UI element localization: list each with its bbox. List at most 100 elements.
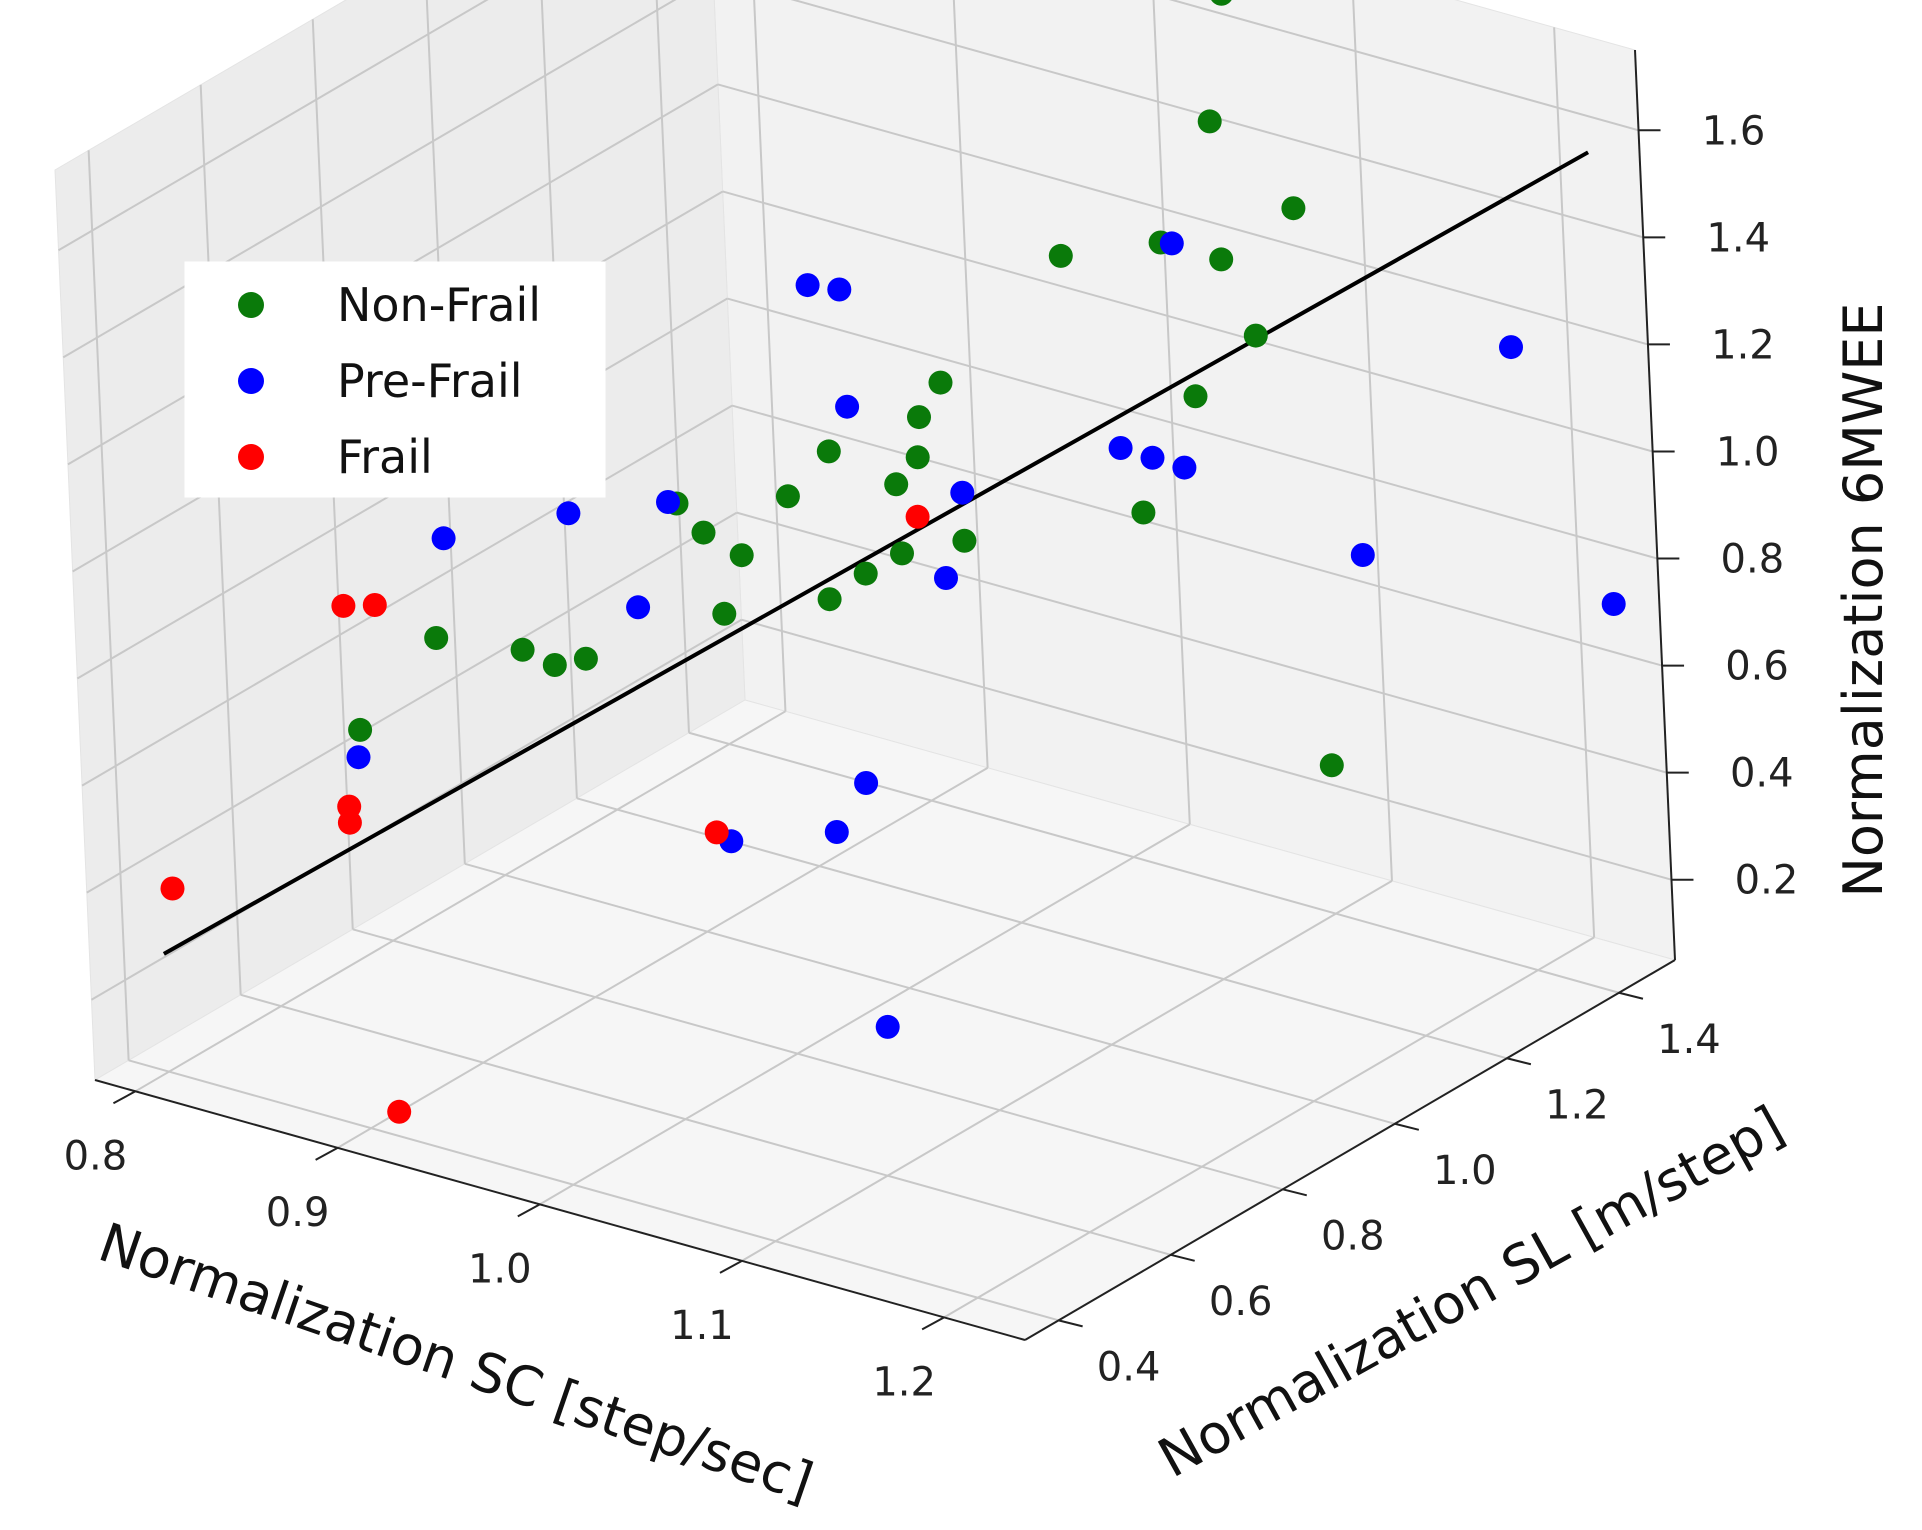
point-non-frail xyxy=(691,520,716,545)
x-axis-label: Normalization SC [step/sec] xyxy=(91,1211,820,1515)
point-pre-frail xyxy=(626,595,651,620)
y-tick-label: 0.8 xyxy=(1321,1213,1385,1259)
gridline-back-x xyxy=(753,0,787,712)
z-tick-label: 0.8 xyxy=(1721,537,1785,583)
y-tick-label: 1.0 xyxy=(1433,1148,1497,1194)
point-non-frail xyxy=(729,543,754,568)
legend-marker-frail xyxy=(238,444,264,470)
x-tick-mark xyxy=(921,1316,945,1331)
point-non-frail xyxy=(884,472,909,497)
gridline-back-x xyxy=(952,0,989,768)
point-non-frail xyxy=(1131,500,1156,525)
z-tick-label: 0.4 xyxy=(1730,751,1794,797)
x-tick-mark xyxy=(112,1090,136,1105)
point-pre-frail xyxy=(346,745,371,770)
gridline-floor-x xyxy=(943,936,1595,1319)
gridline-back-z xyxy=(722,190,1653,453)
point-pre-frail xyxy=(934,566,958,590)
gridline-back-z xyxy=(741,618,1672,881)
axis-lines xyxy=(94,49,1676,1341)
point-pre-frail xyxy=(824,820,849,844)
y-tick-mark xyxy=(1618,991,1644,1000)
gridline-side-y xyxy=(87,150,130,1061)
gridline-side-y xyxy=(199,84,242,995)
point-non-frail xyxy=(1048,243,1073,268)
point-pre-frail xyxy=(950,480,975,505)
gridline-floor-y xyxy=(464,862,1396,1125)
point-pre-frail xyxy=(656,490,680,514)
z-axis-label: Normalization 6MWEE xyxy=(1832,302,1895,897)
x-axis-line xyxy=(94,1079,1026,1341)
point-non-frail xyxy=(952,528,977,553)
gridline-floor-y xyxy=(128,1059,1059,1322)
gridline-back-z xyxy=(790,0,1644,239)
point-non-frail xyxy=(907,405,931,430)
x-tick-mark xyxy=(517,1203,541,1218)
point-non-frail xyxy=(817,587,842,612)
y-tick-mark xyxy=(1282,1188,1308,1197)
point-frail xyxy=(362,593,387,617)
point-pre-frail xyxy=(1499,335,1523,360)
y-tick-label: 0.6 xyxy=(1209,1279,1273,1325)
point-frail xyxy=(905,504,930,529)
y-tick-mark xyxy=(1058,1319,1083,1328)
gridline-floor-y xyxy=(688,731,1620,994)
point-non-frail xyxy=(1281,196,1306,221)
point-non-frail xyxy=(712,601,737,626)
gridline-floor-x xyxy=(337,766,989,1149)
legend-marker-non-frail xyxy=(238,292,264,318)
tick-labels: 0.8 0.9 1.0 1.1 1.2 0.4 0.6 0.8 1.0 1.2 1.4 0.2 0.4 0… xyxy=(64,108,1799,1405)
x-tick-label: 0.8 xyxy=(64,1133,128,1179)
gridline-floor-y xyxy=(352,928,1284,1191)
z-tick-label: 0.2 xyxy=(1735,858,1799,904)
point-frail xyxy=(331,593,356,618)
gridline-back-z xyxy=(717,83,1649,346)
z-tick-label: 1.0 xyxy=(1716,429,1780,475)
gridline-back-x xyxy=(1152,0,1191,825)
point-non-frail xyxy=(928,370,953,395)
y-tick-mark xyxy=(1506,1057,1532,1066)
gridline-back-x xyxy=(1352,0,1393,881)
point-non-frail xyxy=(348,717,373,742)
data-points xyxy=(160,0,1626,1124)
point-frail xyxy=(387,1099,412,1124)
point-pre-frail xyxy=(835,394,860,419)
gridline-floor-x xyxy=(741,880,1393,1262)
x-tick-label: 1.2 xyxy=(872,1359,936,1405)
point-non-frail xyxy=(890,541,914,566)
z-tick-label: 1.6 xyxy=(1702,108,1766,154)
z-axis-line xyxy=(1634,49,1676,961)
gridline-floor-x xyxy=(134,710,786,1093)
legend-label-frail: Frail xyxy=(337,430,433,484)
point-non-frail xyxy=(424,626,449,650)
x-tick-label: 1.0 xyxy=(468,1246,532,1292)
gridline-back-x xyxy=(1553,27,1596,938)
point-pre-frail xyxy=(556,501,581,526)
axis-panes xyxy=(54,0,1677,1341)
point-non-frail xyxy=(775,484,800,509)
gridline-floor-y xyxy=(240,993,1171,1256)
point-frail xyxy=(160,876,185,901)
point-non-frail xyxy=(1243,323,1268,348)
point-non-frail xyxy=(573,646,598,671)
gridline-floor-x xyxy=(539,823,1191,1206)
point-non-frail xyxy=(510,637,535,662)
point-pre-frail xyxy=(795,273,820,298)
legend: Non-Frail Pre-Frail Frail xyxy=(184,261,606,498)
gridline-side-z xyxy=(86,511,738,894)
legend-label-pre-frail: Pre-Frail xyxy=(337,354,523,408)
point-non-frail xyxy=(542,653,567,677)
x-tick-label: 0.9 xyxy=(266,1190,330,1236)
point-non-frail xyxy=(1197,109,1222,134)
x-tick-label: 1.1 xyxy=(670,1303,734,1349)
point-non-frail xyxy=(905,445,930,470)
y-axis-line xyxy=(1024,959,1676,1341)
regression-line-group xyxy=(162,150,1590,956)
legend-marker-pre-frail xyxy=(238,368,264,394)
gridline-side-z xyxy=(62,0,677,359)
y-tick-label: 1.4 xyxy=(1657,1017,1721,1063)
gridline-back-z xyxy=(731,404,1663,667)
point-frail xyxy=(337,810,362,835)
point-non-frail xyxy=(853,561,878,586)
legend-label-non-frail: Non-Frail xyxy=(337,278,541,332)
